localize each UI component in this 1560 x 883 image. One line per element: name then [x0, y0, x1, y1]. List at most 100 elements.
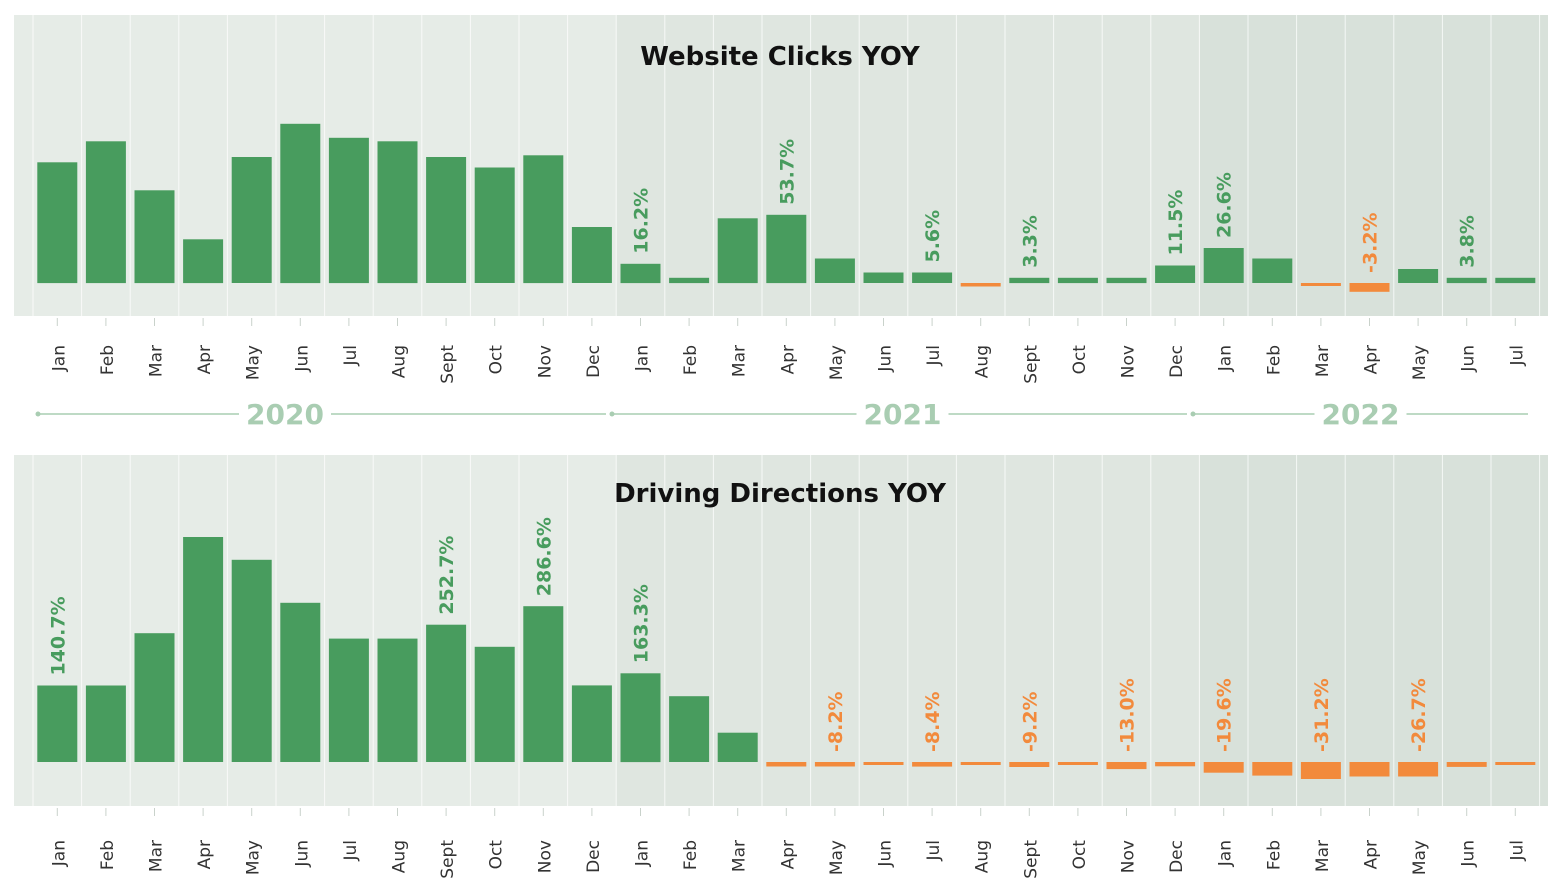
bar-jul-18 — [912, 762, 953, 767]
bar-apr-3 — [183, 537, 224, 762]
bar-jul-18 — [912, 272, 953, 283]
bar-may-28 — [1398, 762, 1439, 777]
data-label: 11.5% — [1165, 190, 1187, 256]
data-label: 286.6% — [533, 517, 555, 596]
bar-jun-29 — [1446, 762, 1487, 767]
data-label: -8.4% — [922, 691, 944, 752]
year-label-2021: 2021 — [864, 398, 942, 431]
chart-title: Website Clicks YOY — [640, 42, 921, 72]
x-tick-label: Apr — [1362, 840, 1382, 869]
data-label: 140.7% — [47, 596, 69, 675]
data-label: 5.6% — [922, 210, 944, 263]
x-tick-label: Jun — [876, 345, 896, 373]
bar-oct-21 — [1057, 762, 1098, 765]
x-tick-label: Jul — [924, 345, 944, 367]
x-tick-label: Sept — [1021, 345, 1041, 384]
x-tick-label: May — [1410, 345, 1430, 380]
bar-aug-7 — [377, 141, 418, 284]
driving-directions-chart: Driving Directions YOY 140.7% Jan Feb Mar Apr… — [14, 455, 1548, 879]
bar-nov-10 — [523, 606, 564, 762]
x-tick-label: Apr — [778, 840, 798, 869]
x-tick-label: Feb — [98, 840, 118, 870]
data-label: 252.7% — [436, 536, 458, 615]
bar-mar-2 — [134, 633, 175, 762]
bar-mar-14 — [717, 218, 758, 284]
x-tick-label: Nov — [1119, 345, 1139, 378]
bar-aug-7 — [377, 638, 418, 762]
bar-sept-8 — [426, 157, 467, 283]
x-tick-label: Aug — [390, 840, 410, 873]
x-tick-label: Jan — [633, 345, 653, 372]
data-label: -9.2% — [1019, 691, 1041, 752]
data-label: 3.3% — [1019, 215, 1041, 268]
bar-jun-5 — [280, 602, 321, 762]
bar-jan-12 — [620, 673, 661, 763]
x-tick-label: Apr — [195, 840, 215, 869]
x-tick-label: Feb — [1264, 345, 1284, 375]
bar-jan-0 — [37, 685, 78, 762]
x-tick-label: May — [244, 345, 264, 380]
x-tick-label: Dec — [1167, 840, 1187, 873]
data-label: 53.7% — [776, 139, 798, 205]
x-tick-label: Apr — [195, 345, 215, 374]
x-tick-label: Aug — [973, 840, 993, 873]
x-tick-label: Jun — [292, 840, 312, 868]
x-tick-label: Jul — [1507, 345, 1527, 367]
bar-sept-20 — [1009, 762, 1050, 767]
bar-jul-6 — [328, 638, 369, 762]
x-tick-label: Feb — [681, 840, 701, 870]
x-tick-label: Jun — [1459, 345, 1479, 373]
x-tick-label: Feb — [681, 345, 701, 375]
x-tick-label: Jun — [292, 345, 312, 373]
bar-feb-13 — [669, 277, 710, 284]
x-tick-label: Feb — [1264, 840, 1284, 870]
x-tick-label: Oct — [487, 840, 507, 870]
website-clicks-chart: Website Clicks YOY Jan Feb Mar Apr May Jun Jul A… — [14, 15, 1548, 384]
data-label: -13.0% — [1117, 678, 1139, 752]
bar-may-4 — [231, 559, 272, 762]
bar-apr-27 — [1349, 283, 1390, 292]
bar-may-16 — [814, 762, 855, 767]
x-tick-label: Nov — [535, 840, 555, 873]
bar-jun-17 — [863, 762, 904, 765]
bar-apr-27 — [1349, 762, 1390, 777]
data-label: -8.2% — [825, 691, 847, 752]
x-tick-label: Jan — [49, 840, 69, 867]
data-label: -19.6% — [1214, 678, 1236, 752]
data-label: 16.2% — [631, 188, 653, 254]
bar-aug-19 — [960, 762, 1001, 765]
x-tick-label: Jul — [341, 840, 361, 862]
bar-feb-1 — [85, 685, 126, 762]
bar-mar-2 — [134, 190, 175, 284]
year-label-2020: 2020 — [246, 398, 324, 431]
bar-feb-25 — [1252, 762, 1293, 776]
bar-apr-15 — [766, 214, 807, 284]
bar-aug-19 — [960, 283, 1001, 287]
bar-mar-26 — [1300, 283, 1341, 286]
data-label: -31.2% — [1311, 678, 1333, 752]
bar-feb-25 — [1252, 258, 1293, 283]
x-tick-label: Oct — [487, 345, 507, 375]
data-label: 163.3% — [631, 584, 653, 663]
year-background-2022 — [1199, 455, 1548, 806]
x-tick-label: Jun — [876, 840, 896, 868]
bar-jan-24 — [1203, 762, 1244, 773]
x-tick-label: Oct — [1070, 840, 1090, 870]
bar-jan-24 — [1203, 248, 1244, 283]
bar-apr-3 — [183, 239, 224, 284]
data-label: 3.8% — [1457, 215, 1479, 268]
x-tick-label: Jan — [49, 345, 69, 372]
x-tick-label: Mar — [147, 840, 167, 872]
chart-title: Driving Directions YOY — [614, 479, 947, 509]
x-tick-label: Nov — [1119, 840, 1139, 873]
x-tick-label: Sept — [438, 840, 458, 878]
x-tick-label: May — [1410, 840, 1430, 875]
x-tick-label: Jul — [924, 840, 944, 862]
x-tick-label: Apr — [1362, 345, 1382, 374]
bar-feb-1 — [85, 141, 126, 284]
bar-may-16 — [814, 258, 855, 283]
x-tick-label: Feb — [98, 345, 118, 375]
x-tick-label: Mar — [730, 840, 750, 872]
bar-nov-22 — [1106, 277, 1147, 284]
